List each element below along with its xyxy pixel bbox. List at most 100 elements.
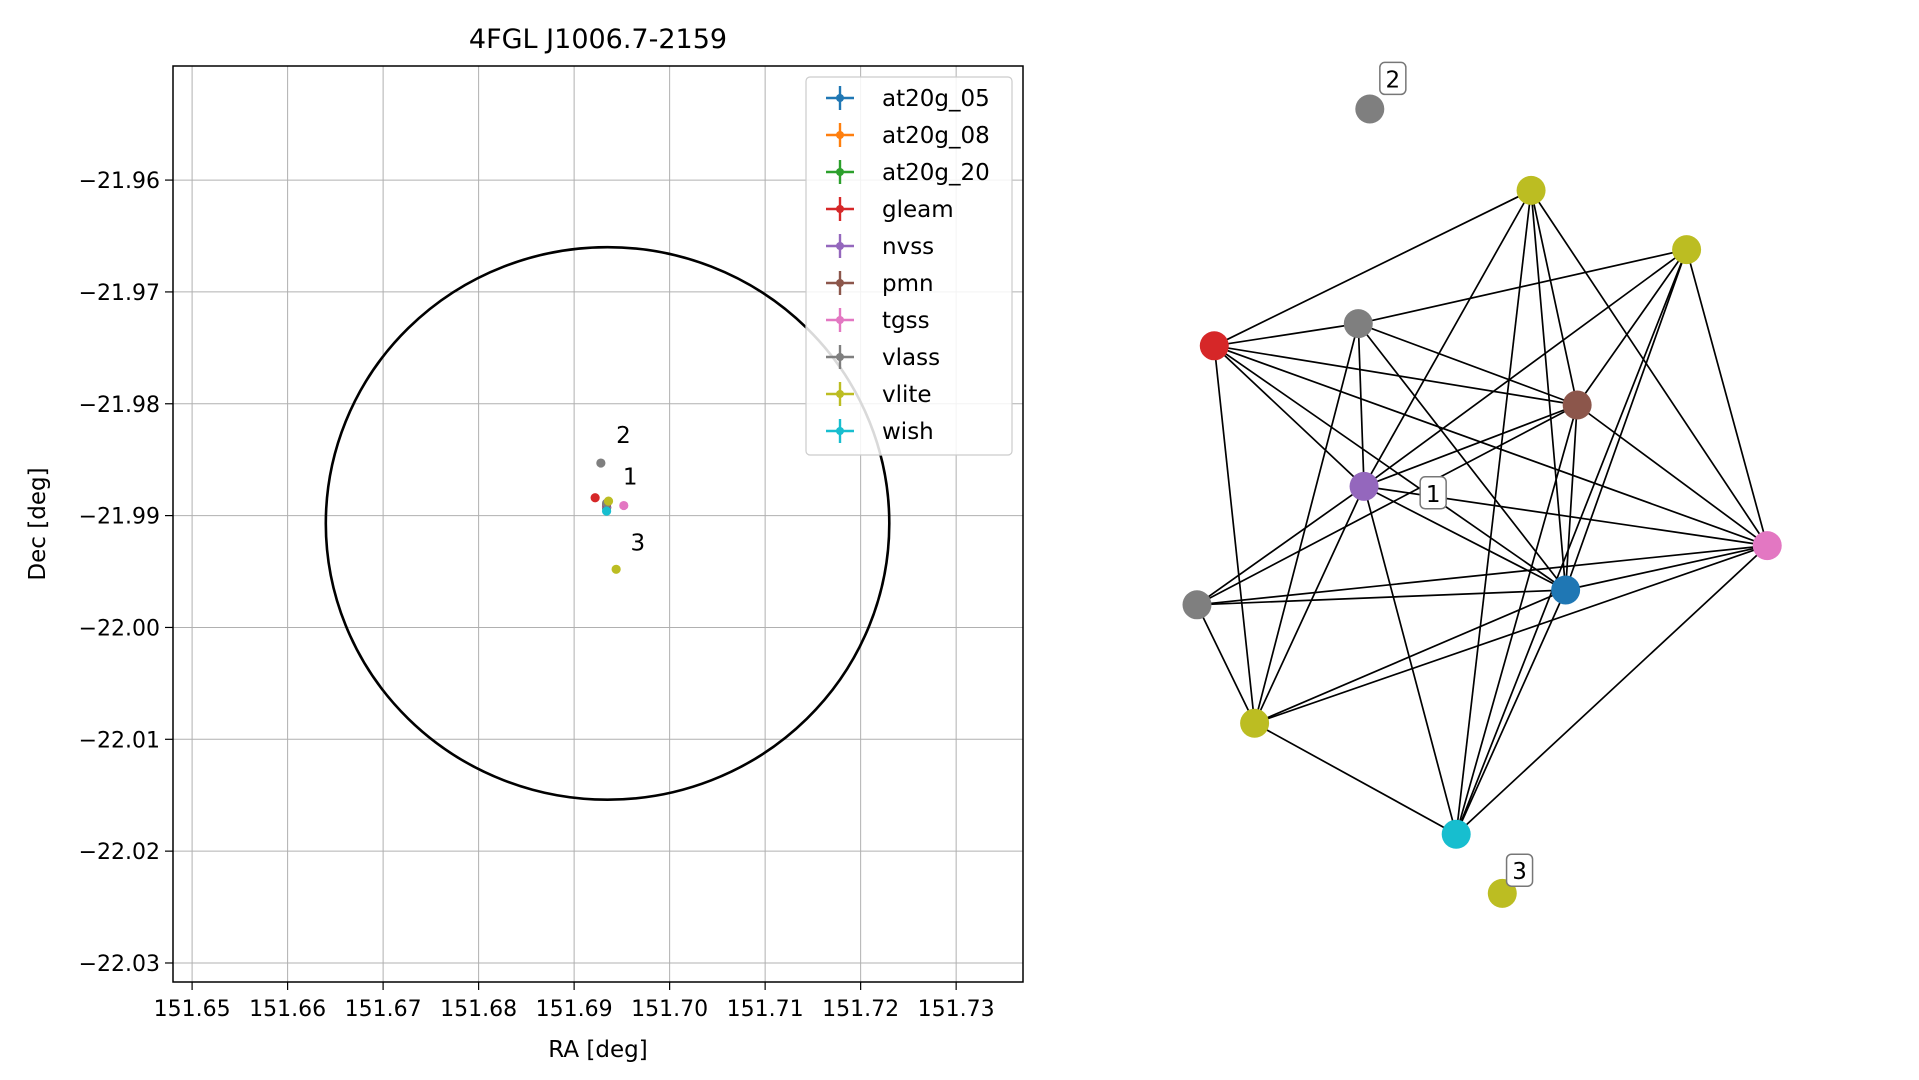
edge-nvss-vlite_bl [1253,486,1365,724]
x-tick-label: 151.69 [536,997,613,1022]
legend-label: vlite [882,382,932,408]
legend-label: pmn [882,271,934,297]
node-gleam [1199,331,1229,361]
edge-gleam-pmn [1214,344,1578,406]
node-nvss [1349,471,1379,501]
edge-tgss-vlass_b [1196,544,1768,606]
node-vlite_r [1672,235,1702,265]
y-axis-ticks: −21.96 −21.97 −21.98 −21.99 −22.00 −22.01 −22.… [79,169,173,977]
edge-nvss-vlass_b [1196,485,1365,606]
graph-edges [1196,189,1769,835]
x-tick-label: 151.66 [249,997,326,1022]
edge-vlass_a-vlite_bl [1253,323,1360,724]
node-vlass_a [1343,309,1373,339]
edge-vlite_top-wish [1455,190,1532,835]
annotation-1: 1 [623,464,638,490]
node-vlass_b [1182,590,1212,620]
node-vlite_top [1516,175,1546,205]
legend-entry-at20g_08: at20g_08 [826,123,990,149]
node-label-text: 1 [1426,482,1441,508]
legend-swatch-dot [836,131,844,139]
legend-swatch-dot [836,205,844,213]
y-tick-label: −22.02 [79,840,160,865]
x-tick-label: 151.71 [727,997,804,1022]
edge-pmn-wish [1455,404,1578,835]
node-label-2: 2 [1379,61,1407,96]
point-vlass [596,458,606,468]
x-tick-label: 151.65 [154,997,231,1022]
edge-vlass_a-gleam [1214,322,1359,347]
node-vlite_bl [1240,708,1270,738]
node-at20g [1551,575,1581,605]
legend-swatch-dot [836,242,844,250]
y-tick-label: −22.00 [79,616,160,641]
position-annotations: 1 2 3 [616,423,645,556]
legend-swatch-dot [836,168,844,176]
y-tick-label: −21.97 [79,281,160,306]
legend-label: vlass [882,345,940,371]
edge-vlite_r-pmn [1576,249,1688,406]
legend-label: at20g_08 [882,123,990,149]
cross-match-graph: 1 2 3 [1182,61,1782,908]
edge-pmn-nvss [1363,404,1578,488]
edge-pmn-vlass_b [1196,404,1578,606]
point-vlite [603,496,614,506]
edge-vlite_top-pmn [1530,190,1578,406]
legend-entry-gleam: gleam [826,197,954,223]
legend-entry-vlass: vlass [826,345,940,371]
edge-vlite_top-at20g [1530,190,1567,591]
edge-vlite_r-nvss [1363,248,1688,488]
legend-entry-at20g_20: at20g_20 [826,160,990,186]
edge-vlite_r-tgss [1685,249,1769,546]
edge-tgss-vlite_bl [1254,544,1768,725]
error-ellipse [324,245,891,801]
node-label-3: 3 [1505,853,1534,887]
y-axis-label: Dec [deg] [25,467,51,580]
legend-label: wish [882,419,934,445]
edge-vlass_b-vlite_bl [1196,604,1256,724]
point-tgss [619,500,629,511]
edge-vlite_r-wish [1455,249,1688,835]
legend-entry-vlite: vlite [826,382,932,408]
legend-label: at20g_05 [882,86,990,112]
point-vlite [611,564,621,574]
y-tick-label: −22.01 [79,728,160,753]
legend-entry-nvss: nvss [826,234,934,260]
legend-swatch-dot [836,316,844,324]
edge-vlass_a-at20g [1357,323,1567,591]
graph-node-labels: 1 2 3 [1379,61,1534,887]
axes-frame [172,65,1024,983]
edge-gleam-vlite_bl [1213,345,1256,724]
edge-gleam-at20g [1213,345,1567,591]
x-tick-label: 151.72 [822,997,899,1022]
legend-label: nvss [882,234,934,260]
source-markers [590,458,629,574]
y-tick-label: −21.96 [79,169,160,194]
edge-at20g-wish [1455,589,1567,835]
legend-swatch-dot [836,390,844,398]
legend-box [805,76,1013,456]
chart-title: 4FGL J1006.7-2159 [469,24,727,55]
legend-label: tgss [882,308,930,334]
x-tick-label: 151.73 [918,997,995,1022]
y-tick-label: −22.03 [79,952,160,977]
y-tick-label: −21.99 [79,505,160,530]
edge-vlite_r-at20g [1564,249,1688,591]
y-tick-label: −21.98 [79,393,160,418]
node-label-1: 1 [1419,476,1447,510]
edge-at20g-vlass_b [1196,589,1566,606]
edge-gleam-nvss [1213,345,1365,488]
edge-tgss-wish [1455,544,1768,835]
x-tick-label: 151.68 [440,997,517,1022]
edge-nvss-wish [1363,486,1458,835]
edge-vlite_bl-wish [1254,722,1457,835]
node-label-box [1379,61,1407,96]
node-wish [1441,819,1471,849]
node-vlass_2 [1355,94,1385,124]
legend-swatch-dot [836,279,844,287]
edge-vlite_r-vlass_a [1358,248,1687,325]
edge-pmn-tgss [1576,404,1768,547]
graph-nodes [1182,94,1782,908]
